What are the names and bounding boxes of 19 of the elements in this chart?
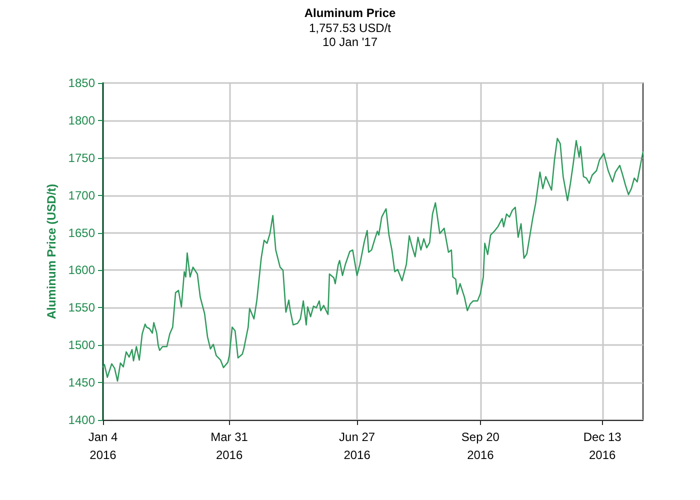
y-tick-label: 1850 (68, 76, 96, 90)
y-tick-label: 1500 (68, 338, 96, 352)
y-axis-title: Aluminum Price (USD/t) (44, 184, 58, 320)
x-tick-label: Sep 20 2016 (461, 430, 500, 462)
y-tick-label: 1800 (68, 113, 96, 128)
y-tick-label: 1700 (68, 188, 96, 202)
chart-title: Aluminum Price (304, 6, 396, 20)
y-tick-label: 1400 (68, 413, 96, 427)
y-tick-label: 1450 (68, 376, 96, 390)
y-tick-label: 1600 (68, 263, 96, 278)
y-tick-label: 1650 (68, 226, 96, 240)
x-tick-label: Jan 4 2016 (88, 430, 118, 462)
x-tick-label: Dec 13 2016 (583, 430, 622, 462)
y-tick-label: 1550 (68, 300, 96, 315)
x-tick-label: Jun 27 2016 (339, 430, 376, 462)
chart-subtitle: 1,757.53 USD/t 10 Jan '17 (308, 21, 392, 49)
x-tick-label: Mar 31 2016 (210, 430, 248, 462)
line-series (102, 138, 644, 382)
y-tick-label: 1750 (68, 150, 96, 165)
